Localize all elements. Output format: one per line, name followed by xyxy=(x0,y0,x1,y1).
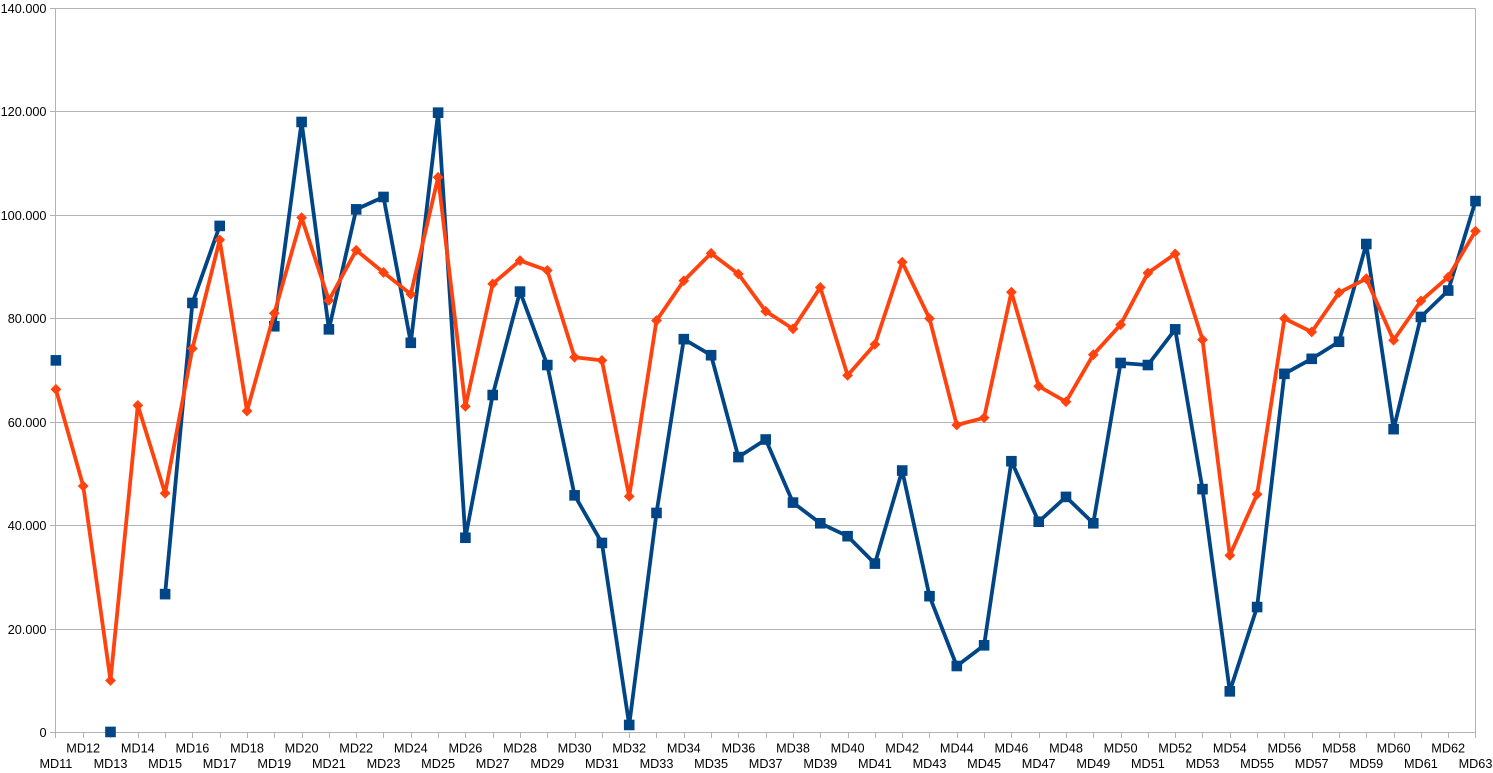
svg-text:MD24: MD24 xyxy=(394,742,428,756)
svg-text:0: 0 xyxy=(39,726,46,740)
svg-text:MD30: MD30 xyxy=(558,742,592,756)
svg-text:MD59: MD59 xyxy=(1349,757,1383,771)
svg-text:MD36: MD36 xyxy=(721,742,755,756)
svg-text:MD54: MD54 xyxy=(1213,742,1247,756)
svg-text:MD31: MD31 xyxy=(585,757,619,771)
svg-text:MD16: MD16 xyxy=(175,742,209,756)
svg-text:MD15: MD15 xyxy=(148,757,182,771)
svg-text:MD51: MD51 xyxy=(1131,757,1165,771)
svg-text:MD37: MD37 xyxy=(749,757,783,771)
svg-text:MD43: MD43 xyxy=(913,757,947,771)
svg-text:40.000: 40.000 xyxy=(8,519,47,533)
svg-text:MD56: MD56 xyxy=(1267,742,1301,756)
svg-text:MD25: MD25 xyxy=(421,757,455,771)
svg-text:MD61: MD61 xyxy=(1404,757,1438,771)
svg-text:MD40: MD40 xyxy=(831,742,865,756)
svg-text:MD18: MD18 xyxy=(230,742,264,756)
svg-text:MD21: MD21 xyxy=(312,757,346,771)
svg-text:MD35: MD35 xyxy=(694,757,728,771)
svg-text:MD33: MD33 xyxy=(640,757,674,771)
svg-text:MD39: MD39 xyxy=(803,757,837,771)
svg-text:MD26: MD26 xyxy=(448,742,482,756)
svg-text:MD44: MD44 xyxy=(940,742,974,756)
svg-text:MD49: MD49 xyxy=(1076,757,1110,771)
svg-text:MD47: MD47 xyxy=(1022,757,1056,771)
svg-text:MD19: MD19 xyxy=(257,757,291,771)
svg-text:100.000: 100.000 xyxy=(1,209,47,223)
svg-text:MD34: MD34 xyxy=(667,742,701,756)
svg-text:MD11: MD11 xyxy=(39,757,72,771)
svg-text:MD12: MD12 xyxy=(66,742,100,756)
svg-text:MD32: MD32 xyxy=(612,742,646,756)
svg-text:MD38: MD38 xyxy=(776,742,810,756)
svg-text:MD52: MD52 xyxy=(1158,742,1192,756)
svg-text:60.000: 60.000 xyxy=(8,416,47,430)
svg-text:MD50: MD50 xyxy=(1104,742,1138,756)
svg-text:MD53: MD53 xyxy=(1186,757,1220,771)
svg-text:MD17: MD17 xyxy=(203,757,237,771)
svg-text:MD42: MD42 xyxy=(885,742,919,756)
svg-text:MD48: MD48 xyxy=(1049,742,1083,756)
svg-text:MD13: MD13 xyxy=(94,757,128,771)
svg-text:MD22: MD22 xyxy=(339,742,373,756)
svg-text:140.000: 140.000 xyxy=(1,2,47,16)
svg-text:MD58: MD58 xyxy=(1322,742,1356,756)
svg-text:MD20: MD20 xyxy=(285,742,319,756)
svg-text:120.000: 120.000 xyxy=(1,105,47,119)
svg-text:MD29: MD29 xyxy=(530,757,564,771)
svg-text:MD57: MD57 xyxy=(1295,757,1329,771)
svg-text:20.000: 20.000 xyxy=(8,623,47,637)
svg-text:MD23: MD23 xyxy=(367,757,401,771)
svg-text:MD63: MD63 xyxy=(1459,757,1493,771)
svg-text:MD55: MD55 xyxy=(1240,757,1274,771)
svg-text:MD14: MD14 xyxy=(121,742,155,756)
svg-text:80.000: 80.000 xyxy=(8,312,47,326)
svg-text:MD62: MD62 xyxy=(1431,742,1465,756)
svg-text:MD27: MD27 xyxy=(476,757,510,771)
svg-text:MD46: MD46 xyxy=(994,742,1028,756)
svg-text:MD60: MD60 xyxy=(1377,742,1411,756)
svg-text:MD28: MD28 xyxy=(503,742,537,756)
svg-text:MD41: MD41 xyxy=(858,757,892,771)
svg-text:MD45: MD45 xyxy=(967,757,1001,771)
